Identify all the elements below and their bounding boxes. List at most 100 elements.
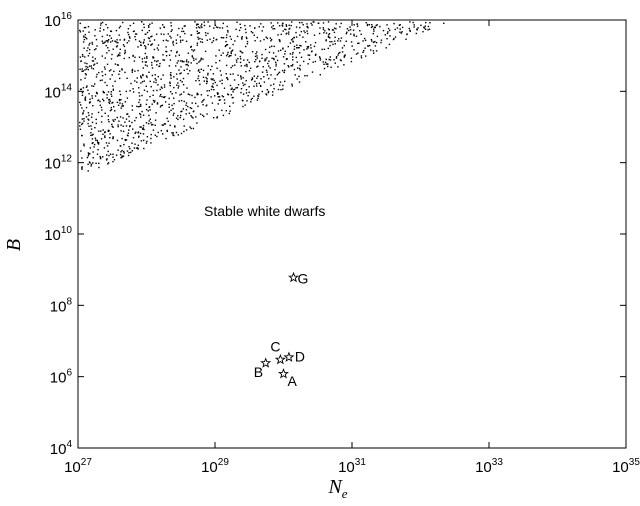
region-dot — [232, 102, 234, 104]
region-dot — [91, 142, 93, 145]
region-dot — [87, 152, 90, 154]
region-dot — [265, 69, 268, 71]
region-dot — [409, 29, 411, 32]
region-dot — [112, 119, 114, 121]
region-dot — [272, 52, 275, 54]
region-dot — [219, 59, 221, 62]
region-dot — [96, 45, 98, 47]
region-dot — [175, 39, 177, 41]
region-dot — [108, 49, 110, 52]
region-dot — [387, 31, 389, 33]
region-dot — [182, 30, 185, 33]
region-dot — [171, 132, 173, 134]
region-dot — [343, 44, 345, 47]
region-dot — [337, 66, 339, 68]
region-dot — [299, 69, 301, 71]
region-dot — [134, 36, 136, 38]
region-dot — [221, 82, 223, 85]
region-dot — [209, 25, 211, 27]
region-dot — [130, 151, 132, 154]
region-dot — [266, 37, 269, 40]
region-dot — [81, 70, 83, 72]
region-dot — [236, 21, 238, 23]
region-dot — [88, 153, 90, 155]
region-dot — [101, 75, 104, 77]
region-dot — [181, 110, 183, 112]
region-dot — [167, 40, 169, 42]
region-dot — [127, 113, 129, 115]
region-dot — [152, 89, 155, 92]
region-dot — [145, 122, 148, 124]
region-dot — [85, 36, 87, 39]
region-dot — [132, 22, 135, 24]
x-tick-label: 1033 — [475, 457, 503, 476]
region-dot — [155, 60, 158, 63]
region-dot — [80, 150, 82, 152]
region-dot — [154, 77, 156, 80]
region-dot — [124, 49, 126, 52]
region-dot — [175, 73, 178, 75]
region-dot — [307, 27, 309, 29]
region-dot — [225, 64, 228, 67]
region-dot — [113, 70, 115, 73]
region-dot — [119, 39, 121, 41]
region-dot — [327, 47, 329, 50]
region-dot — [283, 71, 285, 73]
region-dot — [285, 28, 287, 31]
region-dot — [102, 91, 105, 94]
region-dot — [182, 108, 184, 110]
region-dot — [168, 97, 170, 100]
region-dot — [195, 102, 197, 105]
region-dot — [157, 49, 160, 51]
region-dot — [81, 123, 83, 126]
region-dot — [121, 149, 123, 152]
region-dot — [145, 75, 148, 77]
region-dot — [192, 127, 195, 130]
region-dot — [248, 91, 250, 93]
region-dot — [103, 91, 106, 94]
region-dot — [151, 103, 153, 105]
region-dot — [168, 111, 171, 113]
region-dot — [140, 116, 142, 118]
region-dot — [209, 69, 212, 71]
star-marker-c — [274, 353, 286, 365]
region-dot — [281, 24, 283, 26]
region-dot — [141, 21, 143, 23]
region-dot — [185, 129, 188, 131]
region-dot — [92, 157, 94, 159]
region-dot — [148, 114, 150, 117]
region-dot — [195, 58, 197, 60]
region-dot — [153, 48, 156, 51]
region-dot — [92, 105, 94, 107]
region-dot — [186, 87, 188, 89]
region-dot — [110, 93, 112, 95]
region-dot — [292, 59, 294, 61]
region-dot — [112, 85, 114, 87]
region-dot — [176, 51, 178, 54]
region-dot — [193, 49, 196, 51]
region-dot — [141, 58, 144, 60]
region-dot — [92, 162, 94, 164]
region-dot — [427, 25, 430, 28]
region-dot — [95, 162, 97, 164]
region-dot — [140, 126, 142, 128]
region-dot — [107, 119, 110, 121]
region-dot — [183, 125, 185, 127]
region-dot — [265, 93, 267, 95]
region-dot — [259, 60, 261, 63]
region-dot — [150, 124, 153, 126]
region-dot — [193, 59, 195, 61]
region-dot — [102, 133, 104, 135]
region-dot — [365, 22, 367, 24]
region-dot — [101, 35, 104, 38]
region-dot — [366, 24, 369, 27]
region-dot — [329, 41, 331, 43]
region-dot — [100, 106, 103, 109]
region-dot — [416, 28, 418, 30]
region-dot — [108, 121, 110, 123]
region-dot — [191, 94, 193, 97]
region-dot — [201, 38, 203, 40]
region-dot — [131, 69, 133, 72]
region-dot — [176, 34, 179, 36]
region-dot — [110, 30, 113, 33]
